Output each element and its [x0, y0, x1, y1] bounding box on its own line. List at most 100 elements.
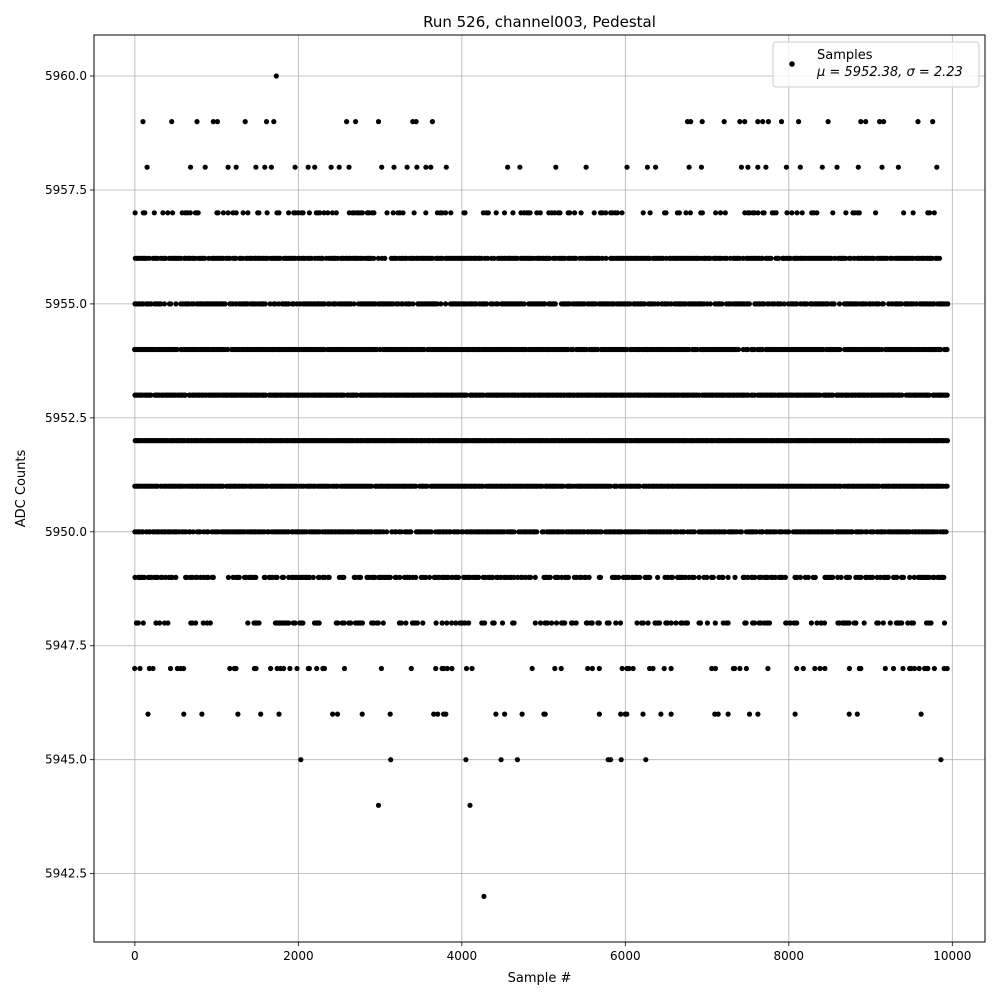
- data-point: [838, 574, 844, 581]
- data-point: [760, 119, 766, 125]
- data-point: [552, 210, 558, 216]
- data-point: [146, 255, 152, 261]
- data-point: [240, 210, 246, 216]
- data-point: [215, 210, 221, 216]
- data-point: [173, 301, 179, 307]
- data-point: [521, 301, 527, 307]
- data-point: [745, 346, 751, 353]
- data-point: [448, 210, 454, 216]
- data-point: [881, 119, 887, 125]
- data-point: [699, 119, 705, 125]
- data-point: [276, 301, 282, 307]
- data-point: [663, 210, 669, 216]
- data-point: [880, 301, 886, 307]
- data-point: [273, 73, 279, 79]
- data-point: [233, 164, 239, 170]
- data-point: [931, 210, 937, 216]
- data-point: [548, 620, 555, 626]
- data-point: [197, 529, 203, 535]
- data-point: [787, 620, 793, 626]
- data-point: [624, 711, 630, 717]
- data-point: [387, 574, 393, 581]
- data-point: [397, 574, 403, 581]
- data-point: [712, 620, 718, 626]
- data-point: [861, 620, 867, 626]
- data-point: [738, 164, 745, 170]
- data-point: [391, 164, 397, 170]
- data-point: [822, 665, 828, 672]
- data-point: [142, 210, 148, 216]
- data-point: [805, 574, 811, 581]
- data-point: [655, 574, 661, 581]
- data-point: [699, 210, 706, 216]
- data-point: [280, 574, 287, 581]
- data-point: [320, 255, 326, 261]
- data-point: [256, 620, 262, 626]
- data-point: [760, 529, 766, 535]
- data-point: [735, 346, 742, 353]
- data-point: [336, 164, 342, 170]
- data-point: [481, 893, 487, 900]
- data-point: [167, 665, 174, 672]
- data-point: [306, 665, 312, 672]
- data-point: [552, 301, 558, 307]
- data-point: [414, 620, 420, 626]
- data-point: [928, 620, 934, 626]
- data-point: [160, 210, 166, 216]
- data-point: [879, 164, 885, 170]
- data-point: [596, 711, 603, 717]
- data-point: [193, 620, 199, 626]
- data-point: [941, 620, 948, 626]
- data-point: [225, 164, 231, 170]
- data-point: [937, 346, 944, 353]
- data-point: [626, 665, 632, 672]
- data-point: [429, 119, 435, 125]
- data-point: [846, 620, 852, 626]
- data-point: [900, 574, 907, 581]
- data-point: [608, 757, 614, 763]
- axes-frame: [93, 34, 986, 943]
- data-point: [704, 574, 710, 581]
- data-point: [267, 301, 273, 307]
- data-point: [858, 665, 864, 672]
- data-point: [529, 665, 535, 672]
- data-point: [819, 164, 825, 170]
- data-point: [444, 665, 450, 672]
- data-point: [898, 301, 904, 307]
- data-point: [800, 665, 806, 672]
- data-point: [619, 665, 625, 672]
- data-point: [335, 620, 341, 626]
- data-point: [669, 574, 676, 581]
- data-point: [617, 620, 624, 626]
- data-point: [403, 620, 409, 626]
- data-point: [814, 210, 820, 216]
- data-point: [934, 164, 940, 170]
- y-tick-label: 5947.5: [45, 639, 87, 653]
- data-point: [443, 711, 449, 717]
- data-point: [168, 301, 174, 307]
- x-axis-label: Sample #: [508, 971, 572, 986]
- data-point: [359, 210, 365, 216]
- data-point: [202, 255, 208, 261]
- data-point: [245, 210, 251, 216]
- data-point: [466, 620, 472, 626]
- x-axis-ticks: 0 2000 4000 6000 8000 10000: [131, 942, 971, 963]
- data-point: [505, 164, 511, 170]
- data-point: [253, 164, 259, 170]
- data-point: [375, 620, 381, 626]
- data-point: [199, 711, 205, 717]
- data-point: [414, 164, 420, 170]
- data-point: [281, 665, 287, 672]
- data-point: [411, 210, 417, 216]
- data-point: [737, 665, 743, 672]
- data-point: [262, 574, 268, 581]
- data-point: [643, 757, 649, 763]
- data-point: [170, 210, 176, 216]
- data-point: [169, 574, 175, 581]
- data-point: [276, 210, 282, 216]
- data-point: [589, 665, 596, 672]
- data-point: [333, 210, 339, 216]
- data-point: [372, 574, 378, 581]
- data-point: [205, 574, 211, 581]
- data-point: [463, 757, 469, 763]
